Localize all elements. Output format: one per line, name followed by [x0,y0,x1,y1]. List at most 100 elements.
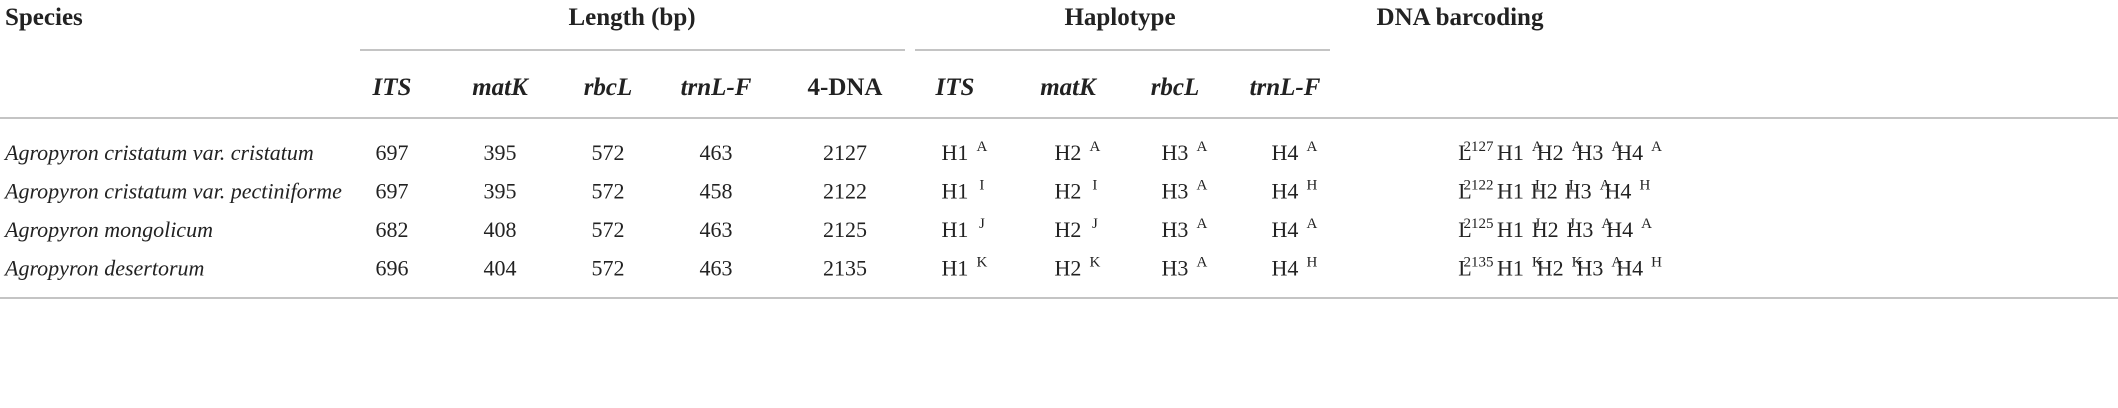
length: 404 [484,256,517,281]
base: H3 [1162,179,1189,204]
length: 2125 [823,217,867,242]
length: 696 [376,256,409,281]
superscript: I [1569,178,1574,194]
base: H3 [1162,217,1189,242]
haplotype: H2 I [1055,178,1098,204]
header-length: Length (bp) [568,4,695,31]
header-barcoding: DNA barcoding [1377,4,1544,31]
haplotype: H1 A [942,139,988,165]
superscript: A [976,139,987,155]
base: L [1458,140,1471,165]
base: H4 [1272,179,1299,204]
length: 682 [376,217,409,242]
haplotype: H2 K [1055,255,1101,281]
header-species: Species [5,4,83,31]
species: Agropyron cristatum var. pectiniforme [3,179,342,204]
base: H4 [1616,256,1643,281]
barcode: L2135 H1 KH2 KH3 AH4 H [1458,255,1662,281]
haplotype: H1 K [942,255,988,281]
length: 2122 [823,179,867,204]
base: H2 [1532,217,1559,242]
column-header: trnL-F [1250,74,1321,101]
haplotype: H1 J [942,216,985,242]
column-header: rbcL [1151,74,1200,101]
base: H4 [1616,140,1643,165]
superscript: 2127 [1463,139,1494,155]
haplotype: H3 A [1162,255,1208,281]
haplotype: H4 A [1272,216,1318,242]
base: H2 [1055,140,1082,165]
base: H2 [1537,256,1564,281]
length: 572 [592,217,625,242]
superscript: J [979,216,985,232]
superscript: K [1572,255,1583,271]
superscript: A [1611,139,1622,155]
haplotype: H2 A [1055,139,1101,165]
superscript: A [1532,139,1543,155]
base: H2 [1055,179,1082,204]
species: Agropyron cristatum var. cristatum [3,140,314,165]
column-header: ITS [372,74,412,101]
superscript: J [1534,216,1540,232]
column-header: matK [472,74,530,101]
haplotype: H3 A [1162,216,1208,242]
base: H4 [1606,217,1633,242]
base: H4 [1272,217,1299,242]
column-header: ITS [935,74,975,101]
base: H1 [942,140,969,165]
base: H3 [1576,256,1603,281]
length: 697 [376,179,409,204]
superscript: A [1651,139,1662,155]
length: 697 [376,140,409,165]
superscript: A [1089,139,1100,155]
base: H1 [1497,256,1524,281]
length: 2127 [823,140,867,165]
base: H4 [1272,256,1299,281]
length: 395 [484,140,517,165]
base: H3 [1566,217,1593,242]
superscript: I [979,178,984,194]
base: H3 [1162,140,1189,165]
base: L [1458,179,1471,204]
superscript: K [976,255,987,271]
superscript: H [1306,178,1317,194]
superscript: A [1196,139,1207,155]
haplotype: H3 A [1162,178,1208,204]
species: Agropyron desertorum [3,256,204,281]
superscript: H [1639,178,1650,194]
base: H2 [1531,179,1558,204]
barcode: L2122 H1 IH2 IH3 AH4 H [1458,178,1650,204]
superscript: I [1092,178,1097,194]
superscript: A [1306,139,1317,155]
superscript: A [1572,139,1583,155]
base: H1 [1497,140,1524,165]
superscript: H [1651,255,1662,271]
superscript: A [1196,178,1207,194]
base: L [1458,217,1471,242]
superscript: A [1196,216,1207,232]
length: 572 [592,179,625,204]
base: H3 [1565,179,1592,204]
length: 463 [700,256,733,281]
base: H3 [1162,256,1189,281]
superscript: A [1196,255,1207,271]
length: 463 [700,140,733,165]
length: 458 [700,179,733,204]
haplotype: H4 A [1272,139,1318,165]
length: 2135 [823,256,867,281]
superscript: 2135 [1463,255,1493,271]
superscript: A [1306,216,1317,232]
length: 395 [484,179,517,204]
haplotype: H2 J [1055,216,1098,242]
base: H1 [1497,179,1524,204]
base: H2 [1055,217,1082,242]
base: H2 [1537,140,1564,165]
length: 408 [484,217,517,242]
haplotype: H4 H [1272,178,1318,204]
base: H2 [1055,256,1082,281]
column-header: matK [1040,74,1098,101]
base: H1 [942,256,969,281]
base: H1 [1497,217,1524,242]
column-header: 4-DNA [808,74,883,101]
